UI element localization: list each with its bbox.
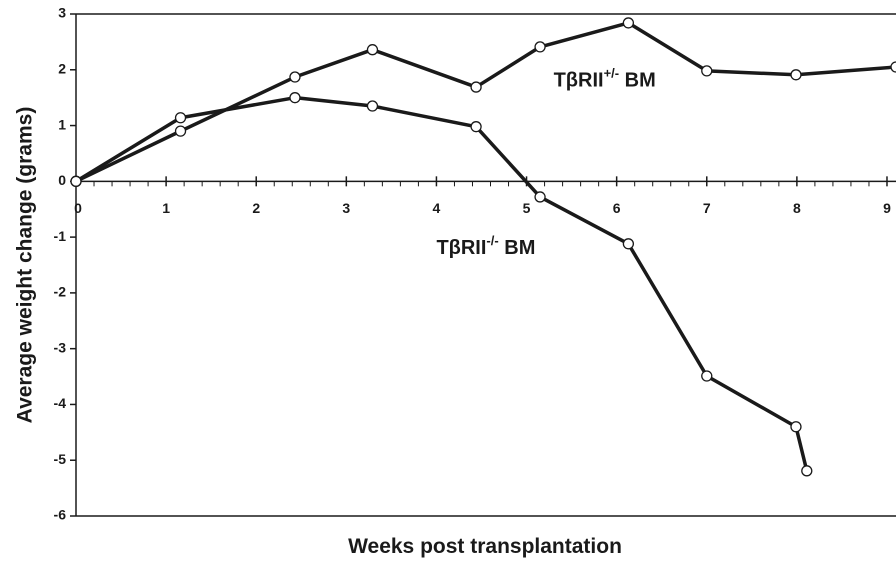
series-line bbox=[75, 21, 896, 183]
y-tick-label: 2 bbox=[58, 60, 66, 76]
annotation-text: TβRII bbox=[554, 70, 604, 92]
x-tick-label: 9 bbox=[883, 200, 891, 216]
x-tick-label: 3 bbox=[342, 200, 350, 216]
data-point bbox=[801, 465, 813, 477]
data-point bbox=[470, 81, 482, 93]
data-point bbox=[470, 121, 482, 133]
x-tick-label: 2 bbox=[252, 200, 260, 216]
data-point bbox=[701, 370, 713, 382]
data-point bbox=[70, 175, 82, 187]
annotation-text: TβRII bbox=[436, 237, 486, 259]
x-tick-label: 5 bbox=[523, 200, 531, 216]
data-point bbox=[174, 125, 187, 137]
annotation: TβRII+/- BM bbox=[554, 66, 656, 92]
plot-area bbox=[70, 17, 896, 477]
data-point bbox=[366, 44, 379, 56]
annotation: TβRII-/- BM bbox=[436, 233, 535, 259]
annotation-after: BM bbox=[619, 70, 656, 92]
data-point bbox=[534, 191, 546, 203]
data-point bbox=[622, 238, 635, 250]
annotation-sup: +/- bbox=[604, 66, 620, 81]
y-tick-label: -2 bbox=[54, 284, 67, 300]
y-tick-label: -3 bbox=[54, 339, 67, 355]
data-point bbox=[534, 41, 546, 53]
y-tick-label: -1 bbox=[54, 228, 67, 244]
annotation-sup: -/- bbox=[486, 233, 498, 248]
y-tick-label: 0 bbox=[58, 172, 66, 188]
data-point bbox=[890, 61, 896, 73]
annotation-after: BM bbox=[499, 237, 536, 259]
series-line bbox=[75, 95, 809, 472]
data-point bbox=[790, 421, 802, 433]
y-tick-label: -5 bbox=[54, 451, 67, 467]
data-point bbox=[289, 71, 301, 83]
data-point bbox=[289, 92, 301, 104]
data-point bbox=[622, 17, 635, 29]
x-tick-label: 4 bbox=[433, 200, 441, 216]
x-tick-label: 6 bbox=[613, 200, 621, 216]
data-point bbox=[701, 65, 713, 77]
x-tick-label: 0 bbox=[74, 200, 82, 216]
x-tick-label: 8 bbox=[793, 200, 801, 216]
y-tick-label: -6 bbox=[54, 507, 67, 523]
data-point bbox=[174, 112, 187, 124]
data-point bbox=[366, 100, 379, 112]
y-tick-label: 3 bbox=[58, 5, 66, 21]
x-axis-title: Weeks post transplantation bbox=[348, 535, 622, 558]
x-tick-label: 7 bbox=[703, 200, 711, 216]
x-tick-label: 1 bbox=[162, 200, 170, 216]
y-tick-label: 1 bbox=[58, 116, 66, 132]
y-axis-title: Average weight change (grams) bbox=[14, 107, 37, 424]
data-point bbox=[790, 69, 802, 81]
y-tick-label: -4 bbox=[54, 395, 67, 411]
